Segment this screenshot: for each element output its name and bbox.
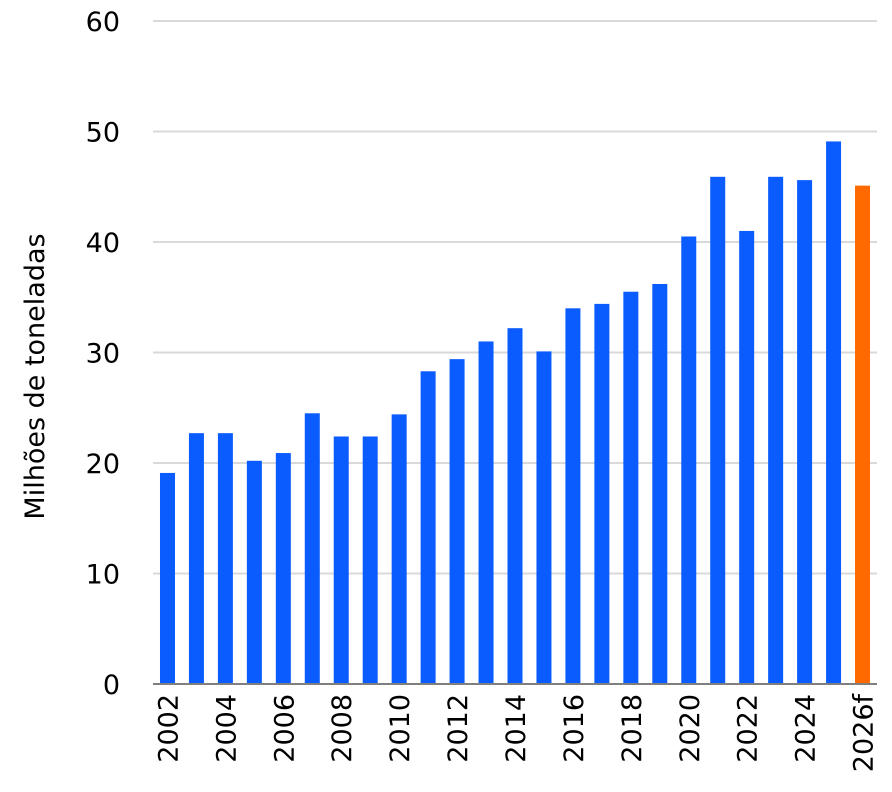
x-tick-label: 2010	[385, 694, 416, 763]
bar-2006	[275, 453, 291, 684]
bar-2003	[188, 433, 204, 684]
bar-2019	[652, 283, 668, 684]
x-tick-label: 2018	[617, 694, 648, 763]
x-tick-label: 2016	[559, 694, 590, 763]
bar-2023	[768, 176, 784, 684]
bar-2022	[739, 230, 755, 684]
bar-2015	[536, 351, 552, 684]
bar-2016	[565, 308, 581, 684]
x-tick-label: 2006	[269, 694, 300, 763]
bars	[159, 141, 871, 684]
bar-2014	[507, 328, 523, 684]
bar-2012	[449, 359, 465, 684]
y-tick-label: 10	[86, 560, 120, 591]
x-tick-label: 2014	[501, 694, 532, 763]
y-axis-title: Milhões de toneladas	[20, 233, 51, 519]
bar-2018	[623, 291, 639, 684]
x-tick-label: 2002	[153, 694, 184, 763]
x-tick-label: 2022	[733, 694, 764, 763]
bar-2025	[826, 141, 842, 684]
bar-2010	[391, 414, 407, 684]
bar-2004	[217, 433, 233, 684]
y-tick-label: 30	[86, 339, 120, 370]
y-tick-label: 50	[86, 118, 120, 149]
bar-2020	[681, 236, 697, 684]
y-axis-ticks: 0 10 20 30 40 50 60	[86, 7, 120, 701]
x-tick-label: 2012	[443, 694, 474, 763]
y-tick-label: 0	[103, 670, 120, 701]
y-tick-label: 60	[86, 7, 120, 38]
bar-2026f	[855, 185, 871, 684]
x-tick-label: 2008	[327, 694, 358, 763]
x-tick-label: 2026f	[849, 693, 880, 773]
x-tick-label: 2004	[211, 694, 242, 763]
y-tick-label: 40	[86, 228, 120, 259]
bar-2005	[246, 460, 262, 684]
bar-2011	[420, 371, 436, 684]
bar-2007	[304, 413, 320, 684]
bar-2008	[333, 436, 349, 684]
x-axis-ticks: 2002 2004 2006 2008 2010 2012 2014 2016 2018 2020…	[153, 693, 879, 773]
bar-2017	[594, 303, 610, 684]
bar-2013	[478, 341, 494, 684]
bar-2002	[159, 472, 175, 684]
bar-2009	[362, 436, 378, 684]
x-tick-label: 2024	[791, 694, 822, 763]
bar-2024	[797, 180, 813, 684]
bar-2021	[710, 176, 726, 684]
y-tick-label: 20	[86, 449, 120, 480]
x-tick-label: 2020	[675, 694, 706, 763]
